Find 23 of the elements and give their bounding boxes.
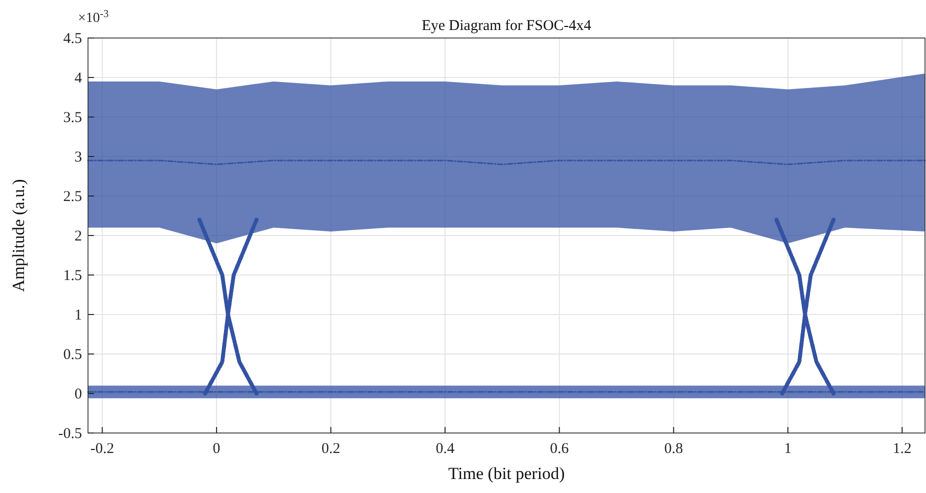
y-tick-label: 1.5 [63,268,82,284]
y-tick-label: 1 [74,308,82,324]
x-tick-label: -0.2 [90,441,114,457]
x-tick-label: 0.6 [550,441,570,457]
y-axis-title: Amplitude (a.u.) [9,179,28,292]
y-tick-label: 3 [74,150,82,166]
text: ×10$^{-3}$ [78,8,109,26]
x-tick-label: 0.2 [321,441,340,457]
x-axis-title: Time (bit period) [448,464,565,483]
x-tick-label: 1 [784,441,792,457]
y-tick-label: 0.5 [63,347,82,363]
y-tick-label: 4.5 [63,31,82,47]
x-tick-label: 0 [212,441,220,457]
x-tick-label: 0.4 [436,441,455,457]
y-tick-label: 2 [74,228,82,244]
y-tick-label: -0.5 [58,426,82,442]
y-tick-label: 2.5 [63,189,82,205]
y-tick-label: 4 [74,70,82,86]
x-tick-label: 1.2 [892,441,912,457]
y-tick-label: 3.5 [63,110,82,126]
y-tick-label: 0 [74,386,82,402]
chart-title: Eye Diagram for FSOC-4x4 [422,18,592,34]
x-tick-label: 0.8 [664,441,683,457]
